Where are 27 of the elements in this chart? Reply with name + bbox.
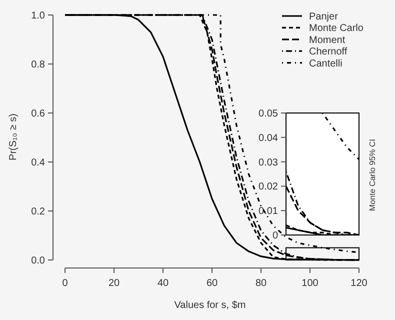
x-tick-label: 100 [302,278,319,289]
legend-label: Cantelli [309,58,342,70]
y-tick-label: 1.0 [31,10,46,22]
y-tick-label: 0.4 [31,158,46,168]
x-tick-label: 120 [350,278,368,289]
x-tick-label: 60 [206,278,218,289]
y-tick-label: 0 [272,230,278,242]
x-tick-label: 40 [157,278,169,289]
y-tick-label: 0.01 [258,206,278,218]
legend-label: Monte Carlo [309,23,364,34]
y-axis-title: Pr(S₁₀ ≥ s) [8,114,19,160]
x-tick-label: 80 [255,278,267,289]
y-tick-label: 0.03 [258,157,278,168]
x-tick-label: 0 [62,278,68,289]
legend-label: Moment [309,34,346,46]
y-tick-label: 0.02 [258,182,278,193]
x-axis-title: Values for s, $m [174,300,246,311]
legend-label: Chernoff [309,46,348,58]
y-tick-label: 0.2 [31,206,46,218]
y-tick-label: 0.05 [258,108,278,120]
text: Monte Carlo 95% CI [368,138,377,212]
y-tick-label: 0.6 [31,108,46,120]
legend-label: Panjer [309,12,339,22]
y-tick-label: 0.0 [31,256,46,266]
y-tick-label: 0.04 [258,132,278,144]
y-tick-label: 0.8 [31,60,46,70]
x-tick-label: 20 [108,278,120,289]
